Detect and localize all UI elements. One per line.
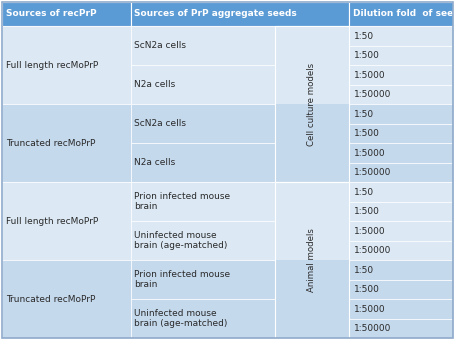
Bar xyxy=(131,260,275,299)
Bar xyxy=(2,65,453,85)
Bar xyxy=(131,182,275,221)
Bar xyxy=(349,241,453,260)
Bar xyxy=(2,26,131,104)
Bar xyxy=(275,163,349,182)
Bar xyxy=(275,221,349,241)
Text: 1:5000: 1:5000 xyxy=(354,70,385,80)
Text: 1:50000: 1:50000 xyxy=(354,90,391,99)
Text: 1:50000: 1:50000 xyxy=(354,324,391,333)
Text: Prion infected mouse
brain: Prion infected mouse brain xyxy=(134,270,230,289)
Bar xyxy=(131,26,275,65)
Bar xyxy=(2,163,453,182)
Bar xyxy=(349,182,453,202)
Bar xyxy=(2,241,453,260)
Bar xyxy=(2,46,453,65)
Bar xyxy=(275,65,349,85)
Bar xyxy=(2,280,453,299)
Bar xyxy=(131,65,275,104)
Bar xyxy=(2,319,453,338)
Bar xyxy=(275,319,349,338)
Bar xyxy=(2,260,453,280)
Bar xyxy=(275,143,349,163)
Bar xyxy=(349,280,453,299)
Bar xyxy=(2,124,453,143)
Text: Full length recMoPrP: Full length recMoPrP xyxy=(6,217,98,226)
Bar xyxy=(349,104,453,124)
Bar xyxy=(349,2,453,26)
Bar xyxy=(349,124,453,143)
Text: Truncated recMoPrP: Truncated recMoPrP xyxy=(6,295,95,304)
Bar xyxy=(275,202,349,221)
Text: 1:500: 1:500 xyxy=(354,207,379,216)
Text: ScN2a cells: ScN2a cells xyxy=(134,119,186,128)
Bar xyxy=(275,280,349,299)
Bar xyxy=(349,202,453,221)
Bar xyxy=(349,260,453,280)
Text: 1:50: 1:50 xyxy=(354,109,374,119)
Bar xyxy=(275,260,349,280)
Text: Cell culture models: Cell culture models xyxy=(308,63,317,146)
Bar xyxy=(349,163,453,182)
Text: Full length recMoPrP: Full length recMoPrP xyxy=(6,61,98,70)
Bar xyxy=(349,65,453,85)
Bar xyxy=(275,124,349,143)
Bar xyxy=(2,202,453,221)
Bar xyxy=(2,104,453,124)
Bar xyxy=(131,221,275,260)
Bar xyxy=(275,26,349,182)
Text: N2a cells: N2a cells xyxy=(134,158,176,167)
Text: 1:50000: 1:50000 xyxy=(354,168,391,177)
Bar xyxy=(275,85,349,104)
Bar xyxy=(2,85,453,104)
Bar xyxy=(349,319,453,338)
Bar xyxy=(349,46,453,65)
Text: Sources of recPrP: Sources of recPrP xyxy=(6,10,96,18)
Text: Prion infected mouse
brain: Prion infected mouse brain xyxy=(134,192,230,211)
Bar xyxy=(275,182,349,202)
Bar xyxy=(275,299,349,319)
Text: 1:50: 1:50 xyxy=(354,32,374,40)
Text: Animal models: Animal models xyxy=(308,228,317,292)
Bar xyxy=(131,104,275,143)
Text: Uninfected mouse
brain (age-matched): Uninfected mouse brain (age-matched) xyxy=(134,309,228,328)
Bar xyxy=(2,299,453,319)
Text: 1:50: 1:50 xyxy=(354,266,374,274)
Bar xyxy=(2,143,453,163)
Text: Truncated recMoPrP: Truncated recMoPrP xyxy=(6,139,95,148)
Text: N2a cells: N2a cells xyxy=(134,80,176,89)
Bar xyxy=(349,221,453,241)
Bar xyxy=(275,182,349,338)
Bar xyxy=(2,182,453,202)
Bar xyxy=(131,143,275,182)
Text: 1:5000: 1:5000 xyxy=(354,226,385,236)
Bar xyxy=(349,143,453,163)
Bar xyxy=(131,2,349,26)
Bar xyxy=(2,260,131,338)
Bar xyxy=(2,182,131,260)
Bar xyxy=(275,104,349,124)
Text: 1:500: 1:500 xyxy=(354,51,379,60)
Text: ScN2a cells: ScN2a cells xyxy=(134,41,186,50)
Text: 1:50: 1:50 xyxy=(354,188,374,197)
Bar xyxy=(275,241,349,260)
Text: 1:500: 1:500 xyxy=(354,285,379,294)
Bar xyxy=(275,46,349,65)
Bar xyxy=(131,299,275,338)
Bar xyxy=(2,104,131,182)
Bar xyxy=(275,26,349,46)
Text: Uninfected mouse
brain (age-matched): Uninfected mouse brain (age-matched) xyxy=(134,231,228,251)
Bar xyxy=(349,85,453,104)
Bar xyxy=(349,299,453,319)
Bar xyxy=(2,2,131,26)
Text: 1:50000: 1:50000 xyxy=(354,246,391,255)
Text: 1:5000: 1:5000 xyxy=(354,149,385,157)
Text: 1:5000: 1:5000 xyxy=(354,305,385,313)
Bar xyxy=(2,221,453,241)
Text: 1:500: 1:500 xyxy=(354,129,379,138)
Bar xyxy=(2,26,453,46)
Bar xyxy=(349,26,453,46)
Text: Sources of PrP aggregate seeds: Sources of PrP aggregate seeds xyxy=(134,10,297,18)
Text: Dilution fold  of seeds: Dilution fold of seeds xyxy=(353,10,455,18)
